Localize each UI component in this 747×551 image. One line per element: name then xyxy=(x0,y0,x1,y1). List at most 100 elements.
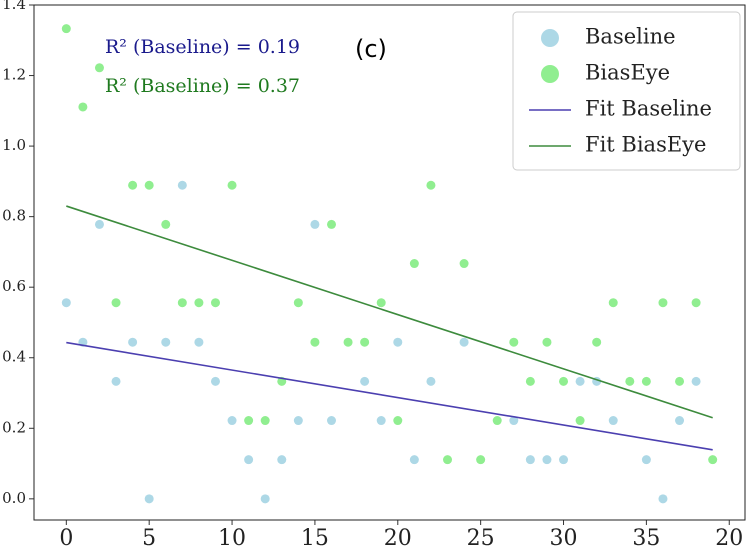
y-tick-label: 1.2 xyxy=(2,66,26,84)
point xyxy=(360,337,370,347)
point xyxy=(426,376,436,386)
point xyxy=(293,298,303,308)
x-tick-label: 0 xyxy=(59,526,73,551)
point xyxy=(260,416,270,426)
point xyxy=(675,416,685,426)
x-tick-label: 5 xyxy=(142,526,156,551)
annotation: R² (Baseline) = 0.37 xyxy=(105,75,300,97)
y-tick-label: 0.2 xyxy=(2,418,26,436)
point xyxy=(658,494,668,504)
x-tick-label: 25 xyxy=(467,526,495,551)
point xyxy=(194,298,204,308)
point xyxy=(525,455,535,465)
point xyxy=(78,102,88,112)
legend-marker xyxy=(541,65,559,83)
point xyxy=(509,416,519,426)
point xyxy=(260,494,270,504)
point xyxy=(691,298,701,308)
point xyxy=(675,376,685,386)
x-tick-label: 20 xyxy=(715,526,743,551)
annotation: (c) xyxy=(355,35,387,63)
y-tick-label: 0.8 xyxy=(2,207,26,225)
x-tick-label: 20 xyxy=(384,526,412,551)
legend-box xyxy=(512,11,741,171)
annotation: R² (Baseline) = 0.19 xyxy=(105,36,300,58)
point xyxy=(94,219,104,229)
point xyxy=(542,337,552,347)
point xyxy=(559,376,569,386)
point xyxy=(575,416,585,426)
point xyxy=(393,337,403,347)
point xyxy=(144,180,154,190)
y-tick-label: 1.0 xyxy=(2,136,26,154)
point xyxy=(476,455,486,465)
x-tick-label: 35 xyxy=(632,526,660,551)
point xyxy=(393,416,403,426)
point xyxy=(310,219,320,229)
point xyxy=(244,455,254,465)
point xyxy=(177,298,187,308)
point xyxy=(161,219,171,229)
point xyxy=(608,298,618,308)
point xyxy=(177,180,187,190)
point xyxy=(194,337,204,347)
point xyxy=(525,376,535,386)
fit-line xyxy=(66,341,713,451)
point xyxy=(61,24,71,34)
point xyxy=(326,219,336,229)
point xyxy=(559,455,569,465)
point xyxy=(459,259,469,269)
legend-marker xyxy=(541,29,559,47)
point xyxy=(61,298,71,308)
point xyxy=(426,180,436,190)
point xyxy=(244,416,254,426)
point xyxy=(128,180,138,190)
y-tick-label: 0.4 xyxy=(2,348,26,366)
point xyxy=(111,376,121,386)
point xyxy=(592,337,602,347)
legend-label: Fit Baseline xyxy=(585,97,712,121)
y-tick-label: 0.6 xyxy=(2,277,26,295)
point xyxy=(293,416,303,426)
point xyxy=(310,337,320,347)
point xyxy=(210,298,220,308)
point xyxy=(111,298,121,308)
x-tick-label: 10 xyxy=(218,526,246,551)
point xyxy=(144,494,154,504)
y-tick-label: 0.0 xyxy=(2,489,26,507)
point xyxy=(376,298,386,308)
legend-label: Fit BiasEye xyxy=(585,133,706,157)
plot-frame xyxy=(33,4,746,521)
x-tick-label: 30 xyxy=(550,526,578,551)
point xyxy=(708,455,718,465)
point xyxy=(227,416,237,426)
point xyxy=(641,455,651,465)
point xyxy=(575,376,585,386)
point xyxy=(128,337,138,347)
x-tick-label: 15 xyxy=(301,526,329,551)
point xyxy=(210,376,220,386)
point xyxy=(459,337,469,347)
legend-label: Baseline xyxy=(585,25,676,49)
point xyxy=(509,337,519,347)
point xyxy=(608,416,618,426)
fit-line xyxy=(66,205,713,419)
point xyxy=(343,337,353,347)
point xyxy=(376,416,386,426)
point xyxy=(409,455,419,465)
point xyxy=(542,455,552,465)
point xyxy=(443,455,453,465)
point xyxy=(492,416,502,426)
point xyxy=(277,455,287,465)
point xyxy=(658,298,668,308)
point xyxy=(360,376,370,386)
point xyxy=(625,376,635,386)
point xyxy=(94,63,104,73)
point xyxy=(326,416,336,426)
point xyxy=(409,259,419,269)
y-tick-label: 1.4 xyxy=(2,0,26,13)
point xyxy=(161,337,171,347)
point xyxy=(227,180,237,190)
point xyxy=(641,376,651,386)
